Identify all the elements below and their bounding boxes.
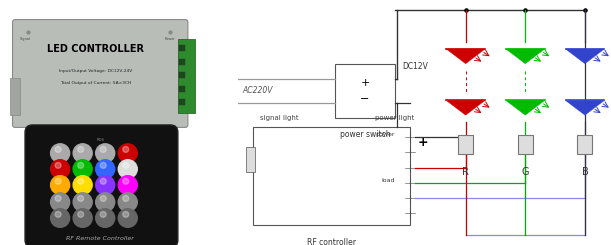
Circle shape xyxy=(73,144,92,162)
Circle shape xyxy=(123,147,129,152)
Circle shape xyxy=(100,147,106,152)
Polygon shape xyxy=(566,49,604,64)
Circle shape xyxy=(123,178,129,184)
Text: RF controller: RF controller xyxy=(307,238,356,245)
Text: LED CONTROLLER: LED CONTROLLER xyxy=(46,44,144,54)
Bar xyxy=(179,45,185,51)
Polygon shape xyxy=(506,100,544,115)
Circle shape xyxy=(119,176,137,194)
Text: B: B xyxy=(582,167,588,176)
Circle shape xyxy=(78,196,84,201)
Text: power light: power light xyxy=(375,115,414,121)
Circle shape xyxy=(119,209,137,227)
Circle shape xyxy=(51,144,70,162)
Text: Input/Output Voltage: DC12V-24V: Input/Output Voltage: DC12V-24V xyxy=(59,69,132,73)
Bar xyxy=(335,64,395,118)
Circle shape xyxy=(100,162,106,168)
Circle shape xyxy=(123,196,129,201)
Circle shape xyxy=(123,211,129,217)
Circle shape xyxy=(73,176,92,194)
Circle shape xyxy=(96,144,115,162)
Bar xyxy=(458,135,473,154)
Text: load: load xyxy=(381,178,395,183)
Text: +: + xyxy=(360,78,370,87)
Circle shape xyxy=(119,144,137,162)
FancyBboxPatch shape xyxy=(12,20,188,127)
Text: AC220V: AC220V xyxy=(242,86,273,95)
Circle shape xyxy=(100,211,106,217)
Text: RF Remote Controller: RF Remote Controller xyxy=(66,236,134,241)
Circle shape xyxy=(78,147,84,152)
Circle shape xyxy=(100,178,106,184)
Circle shape xyxy=(78,178,84,184)
Text: Power: Power xyxy=(165,37,176,41)
Polygon shape xyxy=(446,100,485,115)
Circle shape xyxy=(51,209,70,227)
Text: +: + xyxy=(417,135,428,149)
FancyBboxPatch shape xyxy=(25,125,178,245)
Text: Total Output of Current: 5A×3CH: Total Output of Current: 5A×3CH xyxy=(59,81,131,85)
Text: G: G xyxy=(522,167,529,176)
Circle shape xyxy=(55,178,61,184)
Text: R: R xyxy=(462,167,469,176)
Bar xyxy=(253,127,410,225)
Circle shape xyxy=(51,176,70,194)
Bar xyxy=(518,135,533,154)
Circle shape xyxy=(51,160,70,178)
Circle shape xyxy=(55,196,61,201)
Bar xyxy=(178,39,196,113)
Text: power switch: power switch xyxy=(340,130,390,139)
Circle shape xyxy=(100,196,106,201)
Text: −: − xyxy=(360,94,370,104)
Bar xyxy=(179,59,185,65)
Text: power: power xyxy=(375,132,395,137)
Text: DC12V: DC12V xyxy=(402,62,428,71)
Circle shape xyxy=(73,160,92,178)
Text: R06: R06 xyxy=(96,138,104,142)
Circle shape xyxy=(55,211,61,217)
Circle shape xyxy=(123,162,129,168)
Circle shape xyxy=(119,193,137,211)
Circle shape xyxy=(73,209,92,227)
Circle shape xyxy=(78,162,84,168)
Bar xyxy=(179,72,185,78)
Circle shape xyxy=(55,162,61,168)
Text: signal light: signal light xyxy=(260,115,299,121)
Circle shape xyxy=(73,193,92,211)
Bar xyxy=(577,135,593,154)
Bar xyxy=(246,147,255,172)
Circle shape xyxy=(96,209,115,227)
Text: Signal: Signal xyxy=(20,37,31,41)
Bar xyxy=(179,99,185,105)
Circle shape xyxy=(96,176,115,194)
Bar xyxy=(179,86,185,92)
Polygon shape xyxy=(566,100,604,115)
Polygon shape xyxy=(446,49,485,64)
Polygon shape xyxy=(506,49,544,64)
Circle shape xyxy=(78,211,84,217)
Bar xyxy=(10,78,20,115)
Circle shape xyxy=(55,147,61,152)
Circle shape xyxy=(51,193,70,211)
Circle shape xyxy=(96,193,115,211)
Circle shape xyxy=(119,160,137,178)
Circle shape xyxy=(96,160,115,178)
